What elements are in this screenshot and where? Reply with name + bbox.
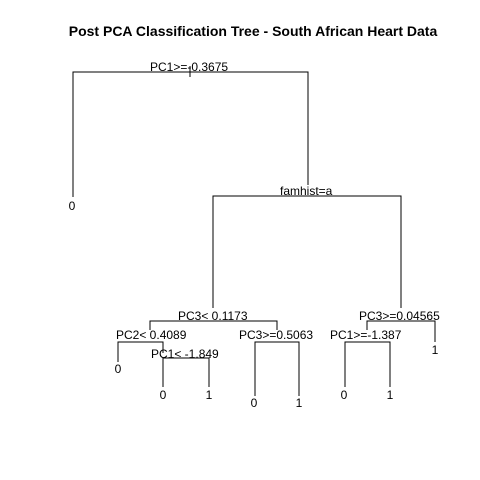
leaf-label: 0 xyxy=(69,199,76,213)
edge-pc3-mid xyxy=(254,341,300,396)
edge-pc1-low xyxy=(162,357,210,387)
leaf-label: 1 xyxy=(206,388,213,402)
split-label-root: PC1>=-0.3675 xyxy=(150,60,228,74)
leaf-label: 1 xyxy=(296,396,303,410)
leaf-label: 1 xyxy=(432,343,439,357)
leaf-label: 0 xyxy=(341,388,348,402)
plot-title: Post PCA Classification Tree - South Afr… xyxy=(69,23,438,39)
edge-pc3-right xyxy=(366,320,436,342)
split-label-pc2: PC2< 0.4089 xyxy=(116,328,187,342)
split-label-pc3-right: PC3>=0.04565 xyxy=(359,309,440,323)
leaf-labels: 0 0 0 1 0 1 0 1 1 xyxy=(69,199,439,410)
leaf-label: 0 xyxy=(160,388,167,402)
leaf-label: 0 xyxy=(251,396,258,410)
edge-pc3-left xyxy=(149,320,278,330)
split-label-pc1-low: PC1< -1.849 xyxy=(151,347,219,361)
split-label-famhist: famhist=a xyxy=(280,184,333,198)
split-labels: PC1>=-0.3675 famhist=a PC3< 0.1173 PC3>=… xyxy=(116,60,440,361)
edge-famhist xyxy=(212,195,402,308)
edge-pc2 xyxy=(117,341,164,362)
tree-edges xyxy=(72,66,436,396)
split-label-pc3-mid: PC3>=0.5063 xyxy=(239,328,313,342)
leaf-label: 0 xyxy=(115,362,122,376)
edge-pc1-right xyxy=(344,341,391,387)
leaf-label: 1 xyxy=(387,388,394,402)
split-label-pc3-left: PC3< 0.1173 xyxy=(178,309,248,323)
split-label-pc1-right: PC1>=-1.387 xyxy=(330,328,402,342)
